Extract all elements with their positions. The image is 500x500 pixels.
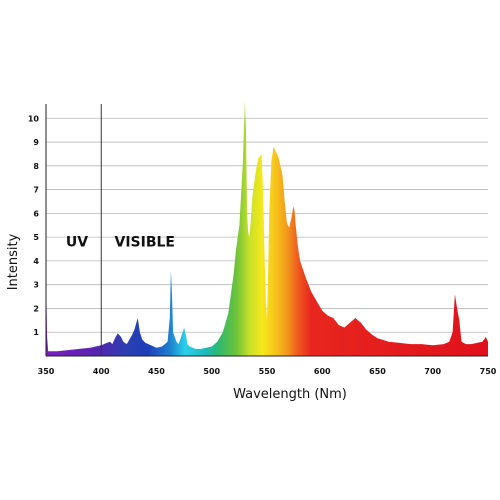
x-tick-label: 500 bbox=[203, 367, 220, 376]
y-tick-labels: 1 2 3 4 5 6 7 8 9 10 bbox=[28, 114, 40, 337]
x-tick-label: 700 bbox=[424, 367, 441, 376]
y-tick-label: 4 bbox=[33, 257, 39, 266]
visible-label: VISIBLE bbox=[115, 235, 176, 251]
y-tick-label: 8 bbox=[33, 162, 39, 171]
x-tick-label: 450 bbox=[148, 367, 165, 376]
y-tick-label: 6 bbox=[33, 209, 39, 218]
x-tick-labels: 350 400 450 500 550 600 650 700 750 bbox=[38, 367, 497, 376]
y-tick-label: 3 bbox=[33, 281, 39, 290]
uv-label: UV bbox=[66, 235, 88, 251]
x-tick-label: 650 bbox=[369, 367, 386, 376]
x-axis-title: Wavelength (Nm) bbox=[233, 387, 347, 402]
x-tick-label: 350 bbox=[38, 367, 55, 376]
y-tick-label: 10 bbox=[28, 114, 40, 123]
y-tick-label: 2 bbox=[33, 304, 39, 313]
x-tick-label: 400 bbox=[93, 367, 110, 376]
grid-lines bbox=[46, 117, 488, 333]
spectrum-area bbox=[46, 101, 488, 356]
x-tick-label: 550 bbox=[259, 367, 276, 376]
y-tick-label: 9 bbox=[33, 138, 39, 147]
y-tick-label: 7 bbox=[33, 186, 39, 195]
y-tick-label: 5 bbox=[33, 233, 39, 242]
y-tick-label: 1 bbox=[33, 328, 39, 337]
y-axis-title: Intensity bbox=[6, 233, 21, 290]
x-tick-label: 600 bbox=[314, 367, 331, 376]
x-tick-label: 750 bbox=[480, 367, 497, 376]
